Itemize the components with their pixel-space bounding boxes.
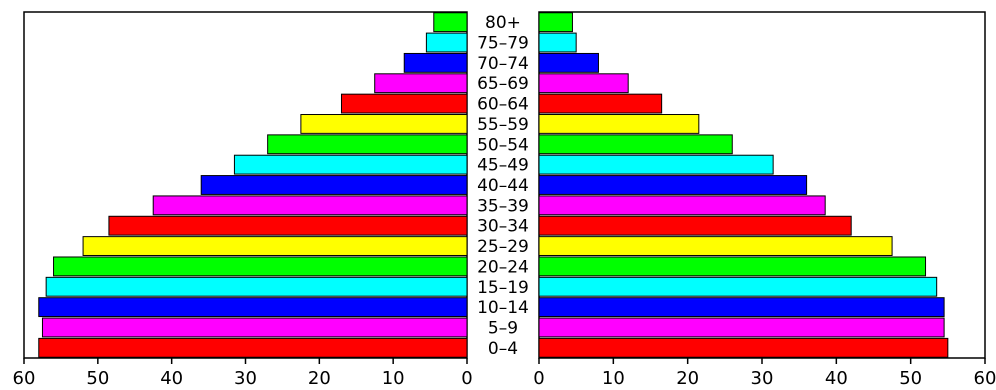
left-bar-5-9 [41, 317, 468, 338]
left-bar-70-74 [403, 52, 468, 73]
left-bar-50-54 [267, 134, 468, 155]
left-tick-label-20: 20 [308, 368, 331, 389]
right-tick-label-0: 0 [533, 368, 544, 389]
left-bar-30-34 [108, 215, 468, 236]
right-bar-35-39 [538, 195, 826, 216]
left-tick-label-0: 0 [461, 368, 472, 389]
left-panel: 0 10 20 30 40 50 60 [13, 11, 473, 389]
age-label-75-79: 75–79 [477, 34, 529, 54]
left-tick-label-10: 10 [382, 368, 405, 389]
age-label-40-44: 40–44 [477, 176, 529, 196]
right-bar-15-19 [538, 276, 938, 297]
left-bar-45-49 [233, 154, 468, 175]
age-label-10-14: 10–14 [477, 298, 529, 318]
right-bar-45-49 [538, 154, 774, 175]
left-tick-label-50: 50 [86, 368, 109, 389]
right-bar-25-29 [538, 236, 893, 256]
age-labels: 0–45–910–1415–1920–2425–2930–3435–3940–4… [477, 13, 529, 359]
age-label-30-34: 30–34 [477, 217, 529, 237]
left-bar-20-24 [53, 256, 468, 277]
right-bar-20-24 [538, 256, 927, 277]
left-bar-15-19 [45, 276, 468, 297]
age-label-15-19: 15–19 [477, 278, 529, 298]
age-label-45-49: 45–49 [477, 156, 529, 176]
right-bar-0-4 [538, 337, 949, 358]
right-bar-75-79 [538, 32, 577, 53]
right-bar-40-44 [538, 175, 808, 195]
right-tick-label-50: 50 [899, 368, 922, 389]
left-bar-35-39 [152, 195, 468, 216]
age-label-65-69: 65–69 [477, 74, 529, 94]
right-tick-label-20: 20 [676, 368, 699, 389]
right-bar-30-34 [538, 215, 852, 236]
left-tick-label-30: 30 [234, 368, 257, 389]
left-bar-40-44 [200, 175, 468, 195]
right-bar-55-59 [538, 114, 700, 134]
left-bar-55-59 [300, 114, 468, 134]
age-label-5-9: 5–9 [488, 318, 518, 338]
left-bar-10-14 [38, 297, 468, 318]
right-tick-label-40: 40 [825, 368, 848, 389]
right-tick-label-30: 30 [751, 368, 774, 389]
right-bar-65-69 [538, 73, 629, 94]
right-tick-label-10: 10 [602, 368, 625, 389]
right-panel: 0 10 20 30 40 50 60 [533, 11, 996, 389]
age-label-20-24: 20–24 [477, 257, 529, 277]
left-bar-25-29 [82, 236, 468, 256]
age-label-70-74: 70–74 [477, 54, 529, 74]
right-bar-5-9 [538, 317, 945, 338]
age-label-60-64: 60–64 [477, 95, 529, 115]
age-label-25-29: 25–29 [477, 237, 529, 257]
right-bar-80+ [538, 12, 573, 33]
age-label-55-59: 55–59 [477, 115, 529, 135]
left-tick-label-60: 60 [13, 368, 36, 389]
right-bar-60-64 [538, 93, 663, 114]
right-tick-label-60: 60 [974, 368, 996, 389]
right-bar-70-74 [538, 52, 599, 73]
left-tick-label-40: 40 [160, 368, 183, 389]
left-bar-75-79 [425, 32, 468, 53]
age-label-50-54: 50–54 [477, 135, 529, 155]
right-bar-10-14 [538, 297, 945, 318]
age-label-0-4: 0–4 [488, 339, 518, 359]
left-bar-0-4 [38, 337, 468, 358]
left-bar-65-69 [374, 73, 468, 94]
left-bar-60-64 [340, 93, 468, 114]
age-label-35-39: 35–39 [477, 196, 529, 216]
left-bar-80+ [433, 12, 468, 33]
right-bar-50-54 [538, 134, 733, 155]
age-label-80+: 80+ [485, 13, 521, 33]
